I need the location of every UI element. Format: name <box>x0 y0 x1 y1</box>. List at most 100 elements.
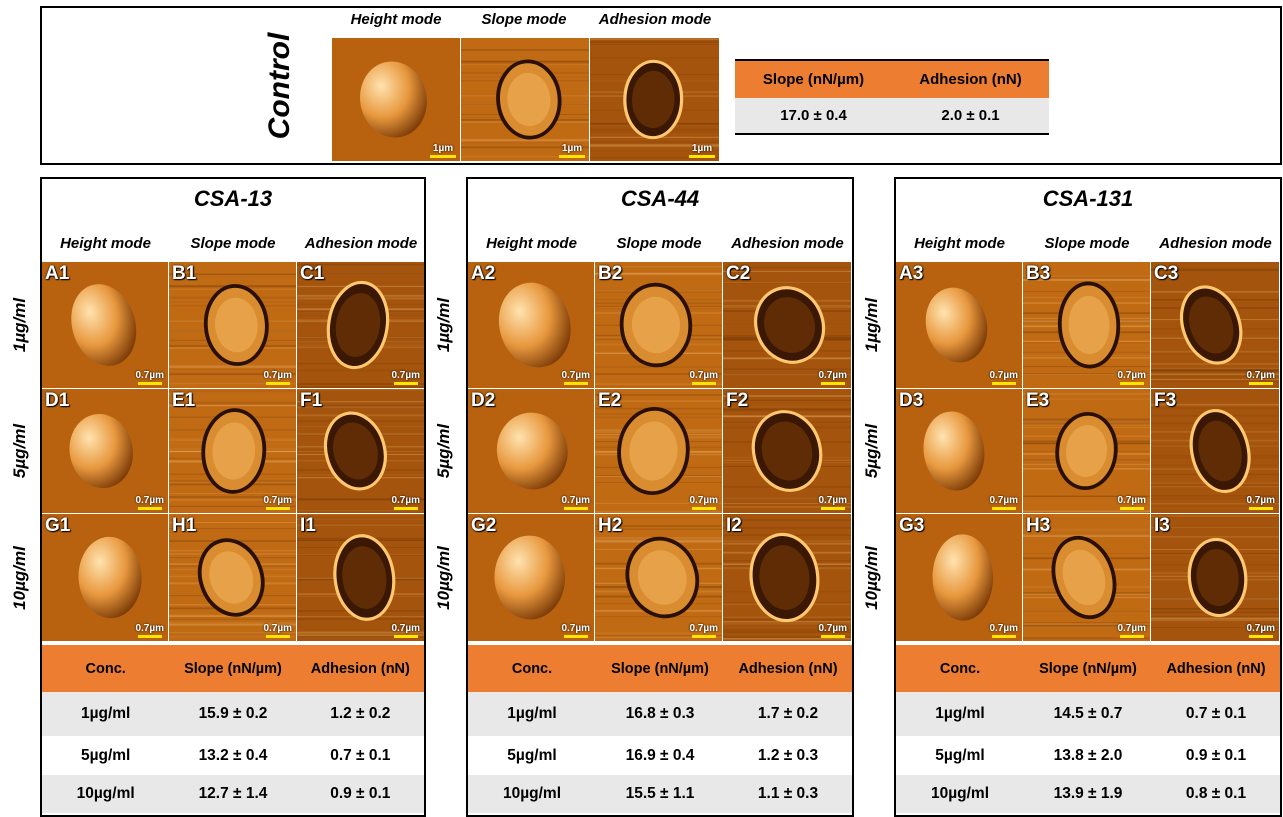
scale-bar-line <box>138 382 162 385</box>
scale-bar-line <box>1120 635 1144 638</box>
scale-bar: 0.7µm <box>135 496 164 510</box>
table-cell: 0.7 ± 0.1 <box>1152 705 1280 723</box>
concentration-label-text: 5µg/ml <box>434 424 454 478</box>
scale-bar-label: 0.7µm <box>1117 371 1146 381</box>
scale-bar: 1µm <box>689 144 715 158</box>
table-header-cell: Slope (nN/µm) <box>596 661 724 677</box>
scale-bar-line <box>394 507 418 510</box>
afm-image-g3: G3 0.7µm <box>896 514 1022 641</box>
table-cell: 15.5 ± 1.1 <box>596 785 724 803</box>
concentration-label-text: 1µg/ml <box>10 298 30 352</box>
control-label: Control <box>258 22 302 150</box>
panel-letter: A1 <box>45 263 69 285</box>
concentration-label: 5µg/ml <box>432 389 456 513</box>
table-cell: 1.2 ± 0.3 <box>724 747 852 765</box>
panel-letter: A2 <box>471 263 495 285</box>
scale-bar-line <box>1249 507 1273 510</box>
control-table: Slope (nN/µm) Adhesion (nN) 17.0 ± 0.4 2… <box>735 59 1049 135</box>
table-header-cell: Slope (nN/µm) <box>1024 661 1152 677</box>
scale-bar-label: 0.7µm <box>1246 624 1275 634</box>
scale-bar: 0.7µm <box>135 624 164 638</box>
table-cell: 1µg/ml <box>468 705 596 723</box>
concentration-label-text: 10µg/ml <box>434 546 454 610</box>
scale-bar-label: 0.7µm <box>1246 496 1275 506</box>
scale-bar-label: 0.7µm <box>689 496 718 506</box>
scale-bar-line <box>1249 635 1273 638</box>
scale-bar-label: 0.7µm <box>989 624 1018 634</box>
table-cell: 10µg/ml <box>42 785 169 803</box>
table-cell: 10µg/ml <box>468 785 596 803</box>
table-cell: 1.7 ± 0.2 <box>724 705 852 723</box>
table-header-cell: Conc. <box>468 661 596 677</box>
mode-label-slope: Slope mode <box>163 235 303 252</box>
panel-letter: H1 <box>172 515 196 537</box>
scale-bar: 0.7µm <box>391 496 420 510</box>
scale-bar-label: 0.7µm <box>561 624 590 634</box>
scale-bar-label: 0.7µm <box>818 624 847 634</box>
scale-bar-line <box>266 382 290 385</box>
concentration-label: 10µg/ml <box>8 514 32 641</box>
scale-bar: 0.7µm <box>689 624 718 638</box>
scale-bar: 0.7µm <box>391 371 420 385</box>
table-cell: 5µg/ml <box>896 747 1024 765</box>
table-cell: 16.8 ± 0.3 <box>596 705 724 723</box>
table-header-cell: Adhesion (nN) <box>297 661 424 677</box>
scale-bar-line <box>564 635 588 638</box>
panel-letter: F2 <box>726 390 748 412</box>
scale-bar: 0.7µm <box>989 624 1018 638</box>
scale-bar-label: 0.7µm <box>689 371 718 381</box>
concentration-label-text: 10µg/ml <box>10 546 30 610</box>
scale-bar-line <box>821 635 845 638</box>
scale-bar: 0.7µm <box>1246 624 1275 638</box>
scale-bar-label: 0.7µm <box>561 496 590 506</box>
scale-bar-label: 0.7µm <box>263 624 292 634</box>
table-cell: 16.9 ± 0.4 <box>596 747 724 765</box>
scale-bar: 0.7µm <box>561 371 590 385</box>
panel-letter: E2 <box>598 390 621 412</box>
table-header-cell: Adhesion (nN) <box>724 661 852 677</box>
mode-label-adhesion: Adhesion mode <box>291 235 431 252</box>
table-header-cell: Adhesion (nN) <box>1152 661 1280 677</box>
scale-bar-line <box>266 635 290 638</box>
control-table-header: Slope (nN/µm) Adhesion (nN) <box>735 59 1049 98</box>
table-header-cell: Conc. <box>42 661 169 677</box>
mode-label-slope: Slope mode <box>589 235 729 252</box>
panel-letter: E3 <box>1026 390 1049 412</box>
panel-letter: B3 <box>1026 263 1050 285</box>
panel-letter: A3 <box>899 263 923 285</box>
scale-bar: 1µm <box>430 144 456 158</box>
concentration-label-text: 5µg/ml <box>10 424 30 478</box>
table-header: Conc.Slope (nN/µm)Adhesion (nN) <box>42 645 424 692</box>
panel-letter: E1 <box>172 390 195 412</box>
scale-bar-label: 0.7µm <box>561 371 590 381</box>
scale-bar-line <box>138 507 162 510</box>
panel-letter: G3 <box>899 515 924 537</box>
concentration-label: 10µg/ml <box>432 514 456 641</box>
table-cell: 0.7 ± 0.1 <box>297 747 424 765</box>
panel-letter: F1 <box>300 390 322 412</box>
scale-bar: 0.7µm <box>1246 371 1275 385</box>
panel-letter: B2 <box>598 263 622 285</box>
scale-bar-label: 0.7µm <box>391 496 420 506</box>
scale-bar: 0.7µm <box>263 371 292 385</box>
scale-bar: 0.7µm <box>1117 624 1146 638</box>
table-cell: 12.7 ± 1.4 <box>169 785 296 803</box>
scale-bar-label: 0.7µm <box>263 496 292 506</box>
